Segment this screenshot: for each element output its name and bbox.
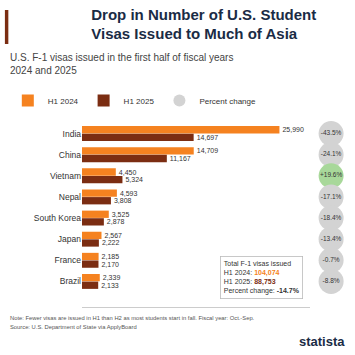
svg-text:Note: Fewer visas are issued i: Note: Fewer visas are issued in H1 than … — [10, 315, 255, 321]
svg-text:3,525: 3,525 — [112, 211, 130, 218]
svg-text:4,593: 4,593 — [120, 190, 138, 197]
svg-text:Drop in Number of U.S. Student: Drop in Number of U.S. StudentVisas Issu… — [91, 6, 316, 43]
svg-text:14,697: 14,697 — [197, 134, 219, 141]
svg-text:11,167: 11,167 — [170, 155, 191, 162]
svg-text:South Korea: South Korea — [34, 213, 82, 223]
svg-text:-43.5%: -43.5% — [321, 129, 342, 136]
svg-text:U.S. F-1 visas issued in the f: U.S. F-1 visas issued in the first half … — [10, 52, 233, 76]
svg-text:Brazil: Brazil — [60, 276, 81, 286]
svg-text:-24.1%: -24.1% — [321, 150, 342, 157]
svg-text:-0.7%: -0.7% — [323, 256, 340, 263]
svg-text:-13.4%: -13.4% — [321, 235, 342, 242]
svg-text:Nepal: Nepal — [59, 192, 81, 202]
svg-text:Percent change: Percent change — [199, 97, 256, 106]
svg-text:25,990: 25,990 — [282, 126, 304, 133]
svg-text:Source: U.S. Department of Sta: Source: U.S. Department of State via App… — [10, 324, 137, 330]
svg-text:2,185: 2,185 — [102, 253, 120, 260]
svg-text:2,133: 2,133 — [101, 282, 119, 289]
svg-text:2,567: 2,567 — [105, 232, 123, 239]
svg-text:+19.6%: +19.6% — [320, 171, 342, 178]
svg-text:4,450: 4,450 — [119, 169, 137, 176]
svg-text:India: India — [63, 129, 82, 139]
svg-text:2,878: 2,878 — [107, 218, 125, 225]
svg-text:Vietnam: Vietnam — [50, 171, 81, 181]
svg-text:2,222: 2,222 — [102, 239, 120, 246]
svg-text:2,339: 2,339 — [103, 274, 121, 281]
svg-text:Japan: Japan — [58, 234, 81, 244]
svg-text:2,170: 2,170 — [101, 261, 119, 268]
svg-text:14,709: 14,709 — [197, 147, 219, 154]
svg-text:H1 2025: H1 2025 — [124, 97, 155, 106]
svg-text:H1 2024: H1 2024 — [48, 97, 79, 106]
svg-text:statista: statista — [299, 334, 345, 349]
svg-text:-8.8%: -8.8% — [323, 277, 340, 284]
svg-text:-18.4%: -18.4% — [321, 214, 342, 221]
svg-text:France: France — [55, 255, 82, 265]
svg-text:-17.1%: -17.1% — [321, 193, 342, 200]
svg-text:5,324: 5,324 — [125, 176, 143, 183]
svg-text:3,808: 3,808 — [114, 197, 132, 204]
svg-text:Total F-1 visas issuedH1 2024:: Total F-1 visas issuedH1 2024: 104,074H1… — [224, 260, 300, 295]
svg-text:China: China — [59, 150, 81, 160]
